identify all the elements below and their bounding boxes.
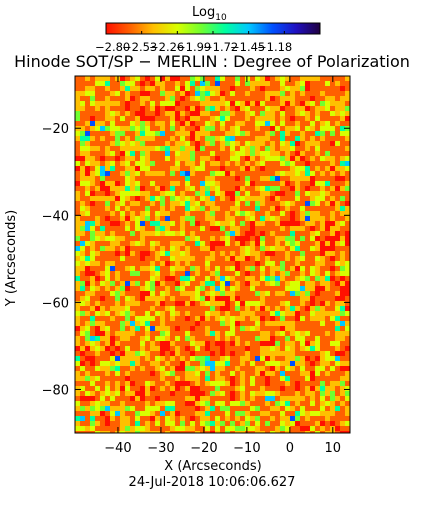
colorbar-tick-label: −1.45 [230, 40, 265, 54]
y-tick-label: −20 [42, 122, 69, 137]
colorbar-tick-label: −2.53 [122, 40, 157, 54]
colorbar-tick-label: −2.80 [95, 40, 130, 54]
observation-date: 24-Jul-2018 10:06:06.627 [129, 475, 296, 490]
y-tick-label: −80 [42, 383, 69, 398]
y-axis-label: Y (Arcseconds) [4, 210, 19, 307]
x-axis-ticks: −40 −30 −20 −10 0 10 [104, 76, 341, 456]
colorbar-tick-label: −1.99 [176, 40, 211, 54]
colorbar-ticks: −2.80−2.53−2.26−1.99−1.72−1.45−1.18 [95, 31, 321, 54]
heatmap-cells [75, 76, 350, 433]
x-tick-label: −40 [104, 441, 131, 456]
x-tick-label: −20 [190, 441, 217, 456]
x-tick-label: 10 [325, 441, 342, 456]
colorbar-label: Log10 [192, 5, 227, 23]
y-tick-label: −40 [42, 209, 69, 224]
colorbar-tick-label: −1.18 [257, 40, 292, 54]
colorbar-tick-label: −2.26 [149, 40, 184, 54]
y-tick-label: −60 [42, 296, 69, 311]
x-axis-label: X (Arcseconds) [164, 459, 261, 474]
plot-frame [74, 75, 351, 434]
x-tick-label: 0 [286, 441, 294, 456]
x-tick-label: −10 [233, 441, 260, 456]
colorbar-tick-label: −1.72 [203, 40, 238, 54]
x-tick-label: −30 [147, 441, 174, 456]
y-axis-ticks: −20 −40 −60 −80 [42, 122, 350, 398]
colorbar-label-sub: 10 [215, 13, 227, 23]
colorbar-label-main: Log [192, 5, 215, 20]
chart-title: Hinode SOT/SP − MERLIN : Degree of Polar… [14, 52, 410, 71]
